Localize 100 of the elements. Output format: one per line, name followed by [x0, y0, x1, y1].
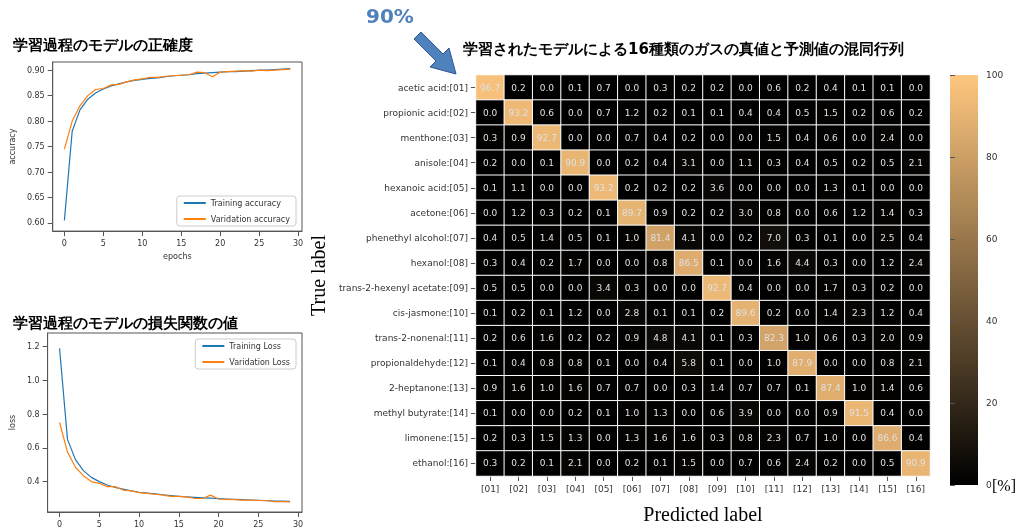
x-tick-label: 20 [215, 238, 226, 248]
data-label: 0.2 [482, 333, 498, 344]
y-axis-title: True label [307, 234, 329, 316]
y-tick-label: 1.0 [26, 375, 40, 385]
y-tick-label: 0.75 [26, 142, 45, 152]
data-label: 0.0 [908, 82, 924, 93]
data-label: 1.6 [766, 257, 782, 268]
data-label: 0.0 [738, 358, 753, 369]
data-label: 1.5 [766, 132, 782, 143]
chart-title: 学習過程のモデルの損失関数の値 [13, 313, 238, 332]
x-tick-label: 30 [292, 519, 304, 529]
data-label: 87.9 [792, 358, 813, 369]
data-label: 0.1 [596, 232, 611, 243]
data-label: 0.1 [539, 157, 555, 168]
data-label: 0.7 [738, 458, 753, 469]
data-label: 2.4 [795, 458, 810, 469]
y-tick-label: 0.4 [26, 477, 40, 487]
data-label: 90.9 [905, 458, 927, 469]
data-label: 0.9 [624, 333, 640, 344]
data-label: 1.3 [624, 433, 640, 444]
data-label: 0.1 [823, 232, 838, 243]
x-tick-label: [16] [906, 483, 926, 494]
data-label: 3.4 [596, 283, 612, 294]
text: 90% [366, 4, 414, 28]
x-tick-label: [14] [849, 483, 869, 494]
x-tick-label: [03] [537, 483, 557, 494]
color-bar-label: 60 [986, 234, 998, 244]
data-label: 1.0 [795, 333, 810, 344]
data-label: 0.2 [568, 408, 583, 419]
data-label: 0.5 [511, 283, 526, 294]
data-label: 0.7 [596, 383, 611, 394]
data-label: 0.0 [568, 283, 583, 294]
y-tick-label: 0.90 [26, 65, 45, 75]
y-tick-label: 0.70 [26, 167, 45, 177]
data-label: 0.0 [851, 132, 867, 143]
data-label: 4.8 [653, 333, 668, 344]
x-axis-title: epochs [163, 251, 192, 261]
data-label: 0.1 [653, 308, 668, 319]
data-label: 3.0 [738, 207, 753, 218]
y-tick-label: phenethyl alcohol:[07] [366, 232, 468, 243]
data-label: 0.6 [766, 82, 782, 93]
data-label: 86.6 [877, 433, 898, 444]
data-label: 0.0 [511, 408, 526, 419]
data-label: 0.2 [624, 458, 640, 469]
data-label: 0.0 [568, 132, 583, 143]
data-label: 0.1 [596, 358, 611, 369]
color-bar-label: 20 [986, 398, 998, 408]
x-tick-label: [06] [622, 483, 642, 494]
data-label: 0.0 [568, 182, 583, 193]
data-label: 3.9 [738, 408, 753, 419]
data-label: 0.3 [482, 132, 498, 143]
data-label: 2.1 [908, 157, 923, 168]
data-label: 3.6 [709, 182, 725, 193]
data-label: 0.0 [795, 207, 810, 218]
data-label: 1.4 [880, 207, 895, 218]
data-label: 0.0 [596, 308, 612, 319]
data-label: 0.2 [880, 283, 895, 294]
data-label: 0.0 [624, 82, 640, 93]
data-label: 1.0 [624, 232, 640, 243]
data-label: 1.6 [681, 433, 697, 444]
data-label: 0.9 [908, 333, 924, 344]
data-label: 0.4 [653, 132, 668, 143]
data-label: 0.5 [795, 107, 810, 118]
color-bar-label: 80 [986, 152, 998, 162]
data-label: 0.2 [709, 207, 725, 218]
data-label: 0.8 [766, 207, 782, 218]
color-bar-title: [%] [992, 476, 1016, 494]
data-label: 0.1 [539, 458, 555, 469]
data-label: 0.7 [596, 107, 611, 118]
data-label: 0.1 [681, 107, 696, 118]
y-tick-label: hexanol:[08] [410, 257, 468, 268]
data-label: 0.5 [511, 232, 526, 243]
data-label: 0.2 [681, 182, 696, 193]
data-label: 0.8 [880, 358, 895, 369]
data-label: 1.4 [823, 308, 839, 319]
y-tick-label: 0.85 [26, 91, 45, 101]
data-label: 0.4 [908, 308, 924, 319]
data-label: 0.0 [795, 308, 810, 319]
legend-label: Varidation accuracy [210, 214, 291, 224]
data-label: 0.2 [681, 207, 696, 218]
data-label: 0.6 [823, 132, 839, 143]
data-label: 0.3 [681, 383, 696, 394]
data-label: 0.2 [568, 333, 583, 344]
data-label: 0.0 [738, 132, 753, 143]
data-label: 0.2 [795, 82, 810, 93]
data-label: 0.3 [795, 232, 810, 243]
x-tick-label: [02] [509, 483, 528, 494]
data-label: 0.0 [766, 283, 782, 294]
data-label: 0.0 [709, 458, 725, 469]
color-bar-label: 100 [986, 70, 1004, 80]
data-label: 0.0 [624, 358, 640, 369]
data-label: 0.3 [482, 257, 498, 268]
data-label: 2.0 [880, 333, 895, 344]
data-label: 0.0 [653, 283, 668, 294]
data-label: 0.4 [738, 283, 753, 294]
x-axis-title: Predicted label [643, 503, 764, 525]
data-label: 0.3 [908, 207, 923, 218]
data-label: 0.1 [539, 308, 555, 319]
x-tick-label: [12] [793, 483, 812, 494]
data-label: 0.2 [568, 207, 583, 218]
